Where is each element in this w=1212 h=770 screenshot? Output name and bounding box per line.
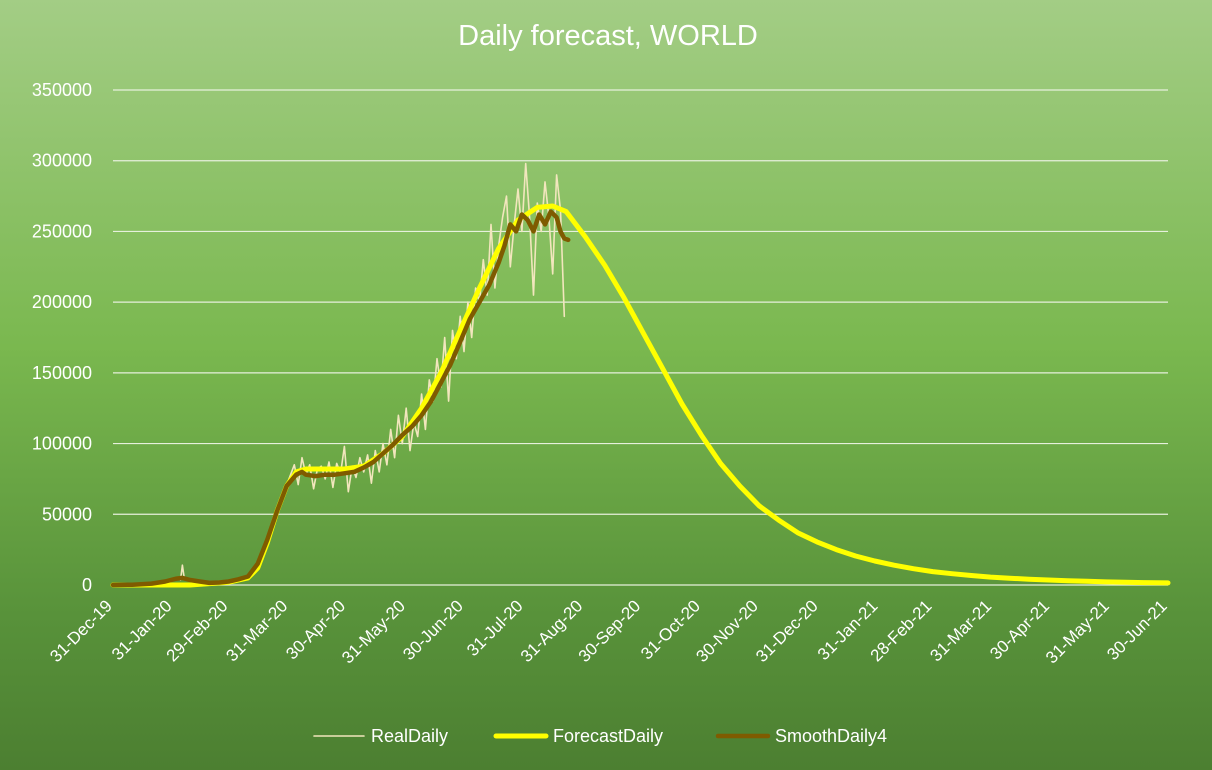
x-tick-label: 31-May-20 (338, 596, 409, 667)
x-tick-label: 31-Aug-20 (517, 596, 587, 666)
chart-title: Daily forecast, WORLD (458, 20, 758, 52)
plot-series (110, 162, 1171, 588)
series-line-smoothdaily4 (110, 209, 571, 588)
y-tick-label: 250000 (32, 221, 92, 241)
x-tick-label: 31-May-21 (1042, 596, 1113, 667)
x-tick-label: 29-Feb-20 (163, 596, 232, 665)
series-line-realdaily (112, 162, 566, 586)
y-tick-label: 300000 (32, 151, 92, 171)
legend-label-smoothdaily4: SmoothDaily4 (775, 726, 887, 746)
x-tick-label: 31-Mar-21 (926, 596, 995, 665)
x-tick-label: 30-Nov-20 (692, 596, 762, 666)
legend-label-forecastdaily: ForecastDaily (553, 726, 663, 746)
y-tick-label: 150000 (32, 363, 92, 383)
x-tick-label: 31-Jul-20 (463, 596, 527, 660)
y-tick-label: 200000 (32, 292, 92, 312)
series-line-forecastdaily (110, 203, 1171, 588)
x-tick-label: 31-Dec-20 (752, 596, 822, 666)
legend: RealDaily ForecastDaily SmoothDaily4 (313, 726, 887, 746)
y-tick-label: 50000 (42, 504, 92, 524)
x-tick-label: 30-Sep-20 (575, 596, 645, 666)
x-tick-label: 31-Mar-20 (222, 596, 291, 665)
x-tick-label: 30-Jun-21 (1103, 596, 1171, 664)
x-axis-ticks: 31-Dec-1931-Jan-2029-Feb-2031-Mar-2030-A… (46, 596, 1171, 667)
x-tick-label: 31-Dec-19 (46, 596, 116, 666)
y-tick-label: 350000 (32, 80, 92, 100)
legend-label-realdaily: RealDaily (371, 726, 448, 746)
y-tick-label: 100000 (32, 434, 92, 454)
y-tick-label: 0 (82, 575, 92, 595)
gridlines (113, 89, 1168, 586)
x-tick-label: 30-Jun-20 (399, 596, 467, 664)
y-axis-ticks: 0 50000 100000 150000 200000 250000 300000 3500… (32, 80, 92, 595)
